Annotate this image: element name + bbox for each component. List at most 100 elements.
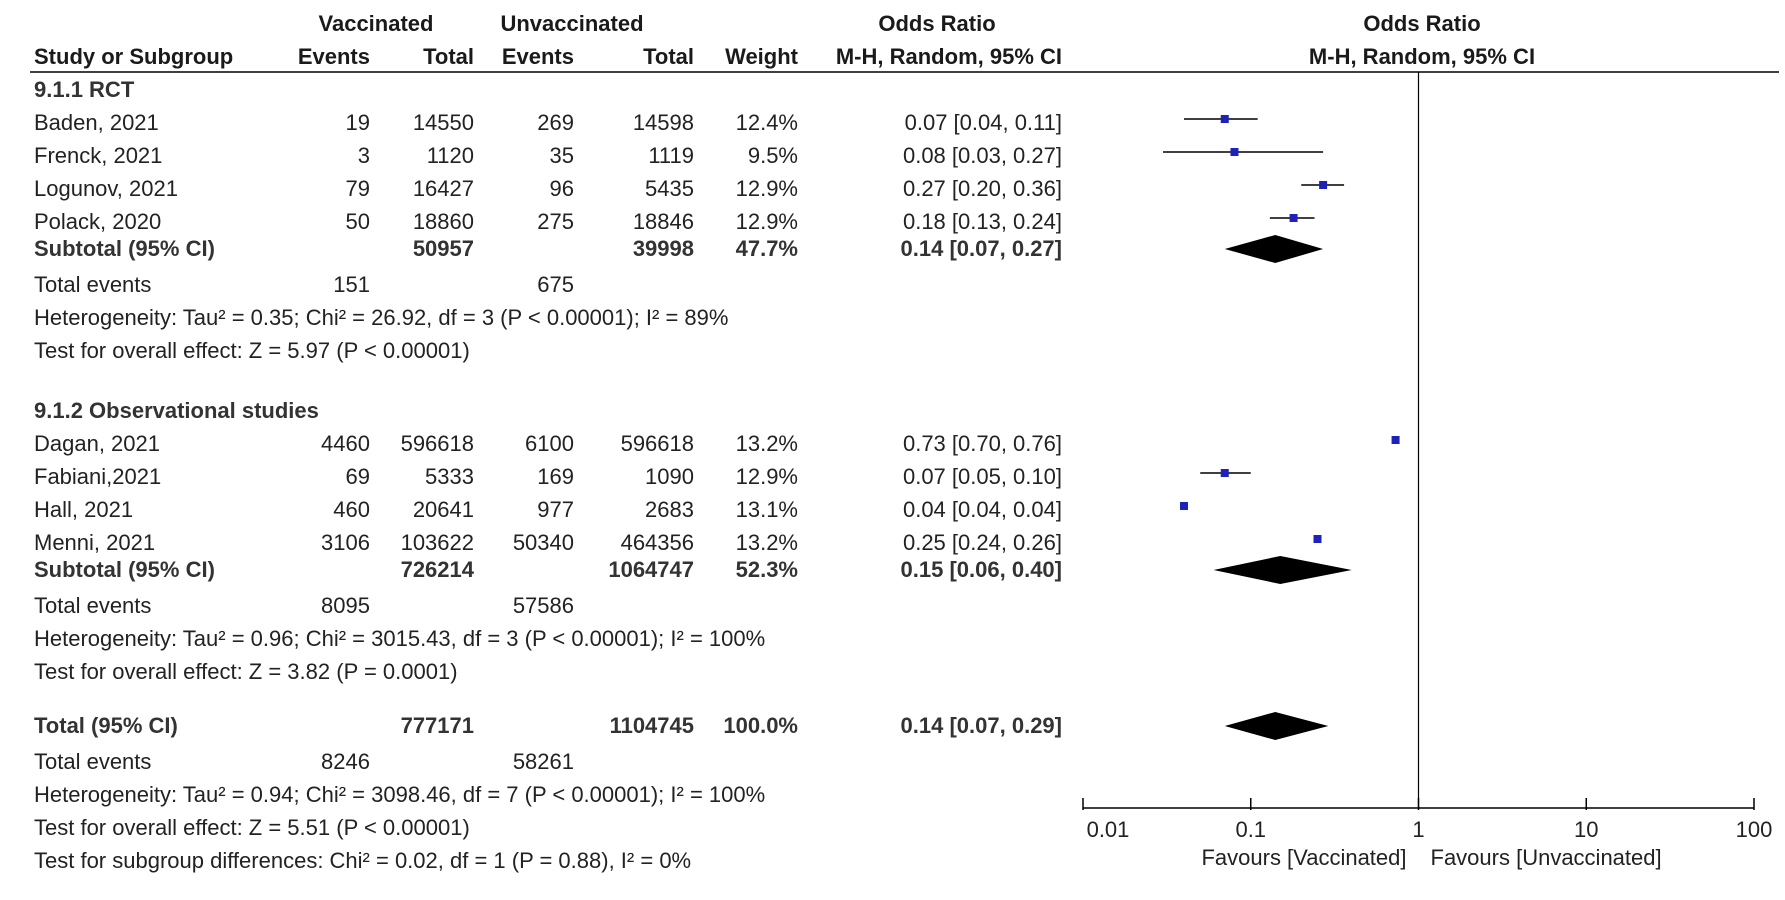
subgroup-differences-text: Test for subgroup differences: Chi² = 0.… — [34, 848, 692, 873]
subtotal-odds-ratio-ci: 0.14 [0.07, 0.27] — [900, 236, 1062, 261]
header-plot-method: M-H, Random, 95% CI — [1308, 44, 1536, 69]
vaccinated-total: 103622 — [400, 530, 474, 555]
study-odds-ratio-ci: 0.18 [0.13, 0.24] — [902, 209, 1062, 234]
subtotal-odds-ratio-ci: 0.15 [0.06, 0.40] — [900, 557, 1062, 582]
unvaccinated-events: 169 — [537, 464, 574, 489]
favours-vaccinated-label: Favours [Vaccinated] — [1201, 845, 1407, 870]
unvaccinated-events: 269 — [537, 110, 574, 135]
total-diamond — [1224, 712, 1329, 740]
study-weight: 12.9% — [735, 176, 798, 201]
subtotal-label: Subtotal (95% CI) — [34, 236, 215, 261]
x-axis-tick-label: 1 — [1412, 817, 1425, 842]
study-marker-6 — [1179, 502, 1188, 510]
vaccinated-total: 596618 — [400, 431, 474, 456]
overall-test-text: Test for overall effect: Z = 5.51 (P < 0… — [34, 815, 470, 840]
overall-total-events-label: Total events — [34, 749, 152, 774]
study-name: Dagan, 2021 — [34, 431, 160, 456]
header-odds-ratio: Odds Ratio — [878, 11, 996, 36]
study-odds-ratio-ci: 0.07 [0.04, 0.11] — [904, 110, 1062, 135]
total-events-vaccinated: 151 — [333, 272, 370, 297]
total-label: Total (95% CI) — [34, 713, 178, 738]
study-weight: 13.2% — [735, 431, 798, 456]
x-axis-tick-label: 0.01 — [1086, 817, 1130, 842]
study-marker-0 — [1220, 115, 1229, 123]
vaccinated-total: 14550 — [412, 110, 474, 135]
favours-unvaccinated-label: Favours [Unvaccinated] — [1430, 845, 1662, 870]
subtotal-vaccinated-total: 726214 — [400, 557, 474, 582]
total-events-unvaccinated: 675 — [537, 272, 574, 297]
subtotal-unvaccinated-total: 39998 — [632, 236, 694, 261]
vaccinated-total: 5333 — [425, 464, 474, 489]
unvaccinated-total: 1119 — [648, 143, 694, 168]
study-weight: 9.5% — [747, 143, 798, 168]
study-name: Logunov, 2021 — [34, 176, 178, 201]
study-odds-ratio-ci: 0.04 [0.04, 0.04] — [902, 497, 1062, 522]
study-name: Frenck, 2021 — [34, 143, 163, 168]
header-events-unvaccinated: Events — [501, 44, 574, 69]
header-plot-odds-ratio: Odds Ratio — [1363, 11, 1481, 36]
header-weight: Weight — [725, 44, 798, 69]
subtotal-diamond-2 — [1213, 556, 1352, 584]
total-weight: 100.0% — [723, 713, 798, 738]
vaccinated-events: 19 — [345, 110, 370, 135]
header-events-vaccinated: Events — [297, 44, 370, 69]
study-weight: 12.9% — [735, 464, 798, 489]
unvaccinated-total: 596618 — [620, 431, 694, 456]
heterogeneity-text: Heterogeneity: Tau² = 0.96; Chi² = 3015.… — [34, 626, 766, 651]
unvaccinated-total: 14598 — [632, 110, 694, 135]
study-marker-3 — [1289, 214, 1298, 222]
overall-total-events-vaccinated: 8246 — [321, 749, 370, 774]
header-total-vaccinated: Total — [423, 44, 474, 69]
vaccinated-events: 460 — [333, 497, 370, 522]
total-odds-ratio-ci: 0.14 [0.07, 0.29] — [900, 713, 1062, 738]
unvaccinated-events: 96 — [549, 176, 574, 201]
vaccinated-events: 3106 — [321, 530, 370, 555]
x-axis-tick-label: 0.1 — [1235, 817, 1267, 842]
unvaccinated-events: 50340 — [512, 530, 574, 555]
x-axis-tick-label: 10 — [1574, 817, 1599, 842]
unvaccinated-events: 35 — [549, 143, 574, 168]
header-method: M-H, Random, 95% CI — [835, 44, 1062, 69]
header-unvaccinated: Unvaccinated — [500, 11, 644, 36]
total-vaccinated-total: 777171 — [400, 713, 474, 738]
subtotal-weight: 47.7% — [735, 236, 798, 261]
subgroup-title-1: 9.1.1 RCT — [34, 77, 135, 102]
unvaccinated-events: 275 — [537, 209, 574, 234]
overall-effect-text: Test for overall effect: Z = 3.82 (P = 0… — [34, 659, 458, 684]
heterogeneity-text: Heterogeneity: Tau² = 0.35; Chi² = 26.92… — [34, 305, 729, 330]
study-weight: 13.2% — [735, 530, 798, 555]
study-name: Polack, 2020 — [34, 209, 162, 234]
vaccinated-events: 79 — [345, 176, 370, 201]
vaccinated-total: 20641 — [412, 497, 474, 522]
subtotal-vaccinated-total: 50957 — [412, 236, 474, 261]
x-axis-tick-label: 100 — [1735, 817, 1773, 842]
overall-heterogeneity-text: Heterogeneity: Tau² = 0.94; Chi² = 3098.… — [34, 782, 766, 807]
study-marker-2 — [1319, 181, 1328, 189]
total-events-unvaccinated: 57586 — [512, 593, 574, 618]
study-weight: 12.9% — [735, 209, 798, 234]
header-study: Study or Subgroup — [34, 44, 234, 69]
study-name: Baden, 2021 — [34, 110, 159, 135]
study-name: Hall, 2021 — [34, 497, 134, 522]
study-odds-ratio-ci: 0.25 [0.24, 0.26] — [902, 530, 1062, 555]
subtotal-label: Subtotal (95% CI) — [34, 557, 215, 582]
header-total-unvaccinated: Total — [643, 44, 694, 69]
total-unvaccinated-total: 1104745 — [609, 713, 694, 738]
vaccinated-total: 1120 — [426, 143, 474, 168]
study-marker-1 — [1230, 148, 1239, 156]
total-events-label: Total events — [34, 593, 152, 618]
unvaccinated-total: 464356 — [620, 530, 694, 555]
overall-total-events-unvaccinated: 58261 — [512, 749, 574, 774]
study-weight: 13.1% — [735, 497, 798, 522]
vaccinated-total: 18860 — [412, 209, 474, 234]
vaccinated-events: 4460 — [321, 431, 370, 456]
vaccinated-events: 50 — [345, 209, 370, 234]
study-name: Fabiani,2021 — [34, 464, 162, 489]
unvaccinated-total: 2683 — [645, 497, 694, 522]
subtotal-unvaccinated-total: 1064747 — [608, 557, 694, 582]
overall-effect-text: Test for overall effect: Z = 5.97 (P < 0… — [34, 338, 470, 363]
total-events-vaccinated: 8095 — [321, 593, 370, 618]
study-marker-4 — [1391, 436, 1400, 444]
